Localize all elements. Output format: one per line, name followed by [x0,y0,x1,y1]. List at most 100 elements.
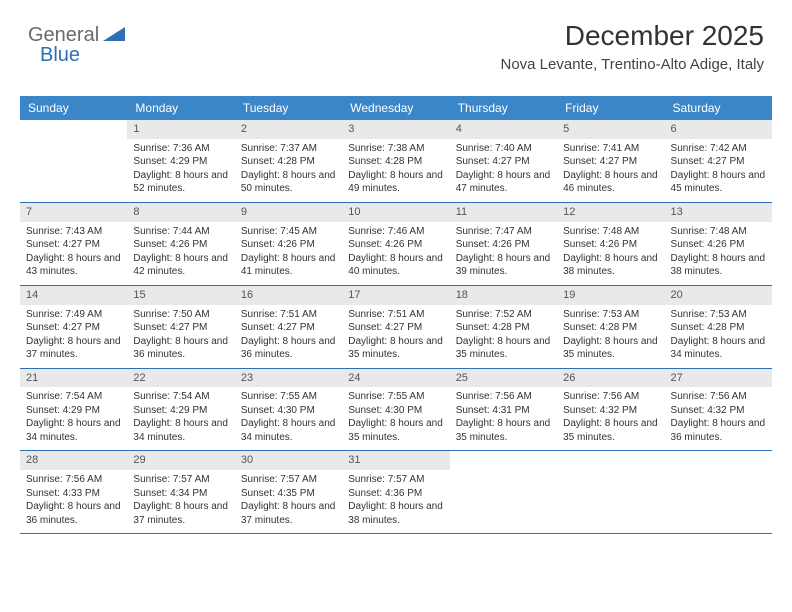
daylight-line: Daylight: 8 hours and 36 minutes. [671,417,766,444]
sunset-line: Sunset: 4:29 PM [133,404,228,418]
day-number: 7 [20,203,127,222]
dow-cell: Wednesday [342,96,449,120]
sunset-line: Sunset: 4:26 PM [348,238,443,252]
day-number: 13 [665,203,772,222]
day-cell: 4Sunrise: 7:40 AMSunset: 4:27 PMDaylight… [450,120,557,202]
sunrise-line: Sunrise: 7:49 AM [26,308,121,322]
sunrise-line: Sunrise: 7:48 AM [671,225,766,239]
week-row: 28Sunrise: 7:56 AMSunset: 4:33 PMDayligh… [20,451,772,534]
day-body: Sunrise: 7:56 AMSunset: 4:32 PMDaylight:… [665,387,772,450]
day-number: 14 [20,286,127,305]
daylight-line: Daylight: 8 hours and 50 minutes. [241,169,336,196]
day-body: Sunrise: 7:55 AMSunset: 4:30 PMDaylight:… [342,387,449,450]
day-number: 4 [450,120,557,139]
sunset-line: Sunset: 4:26 PM [241,238,336,252]
sunrise-line: Sunrise: 7:45 AM [241,225,336,239]
sunrise-line: Sunrise: 7:43 AM [26,225,121,239]
daylight-line: Daylight: 8 hours and 36 minutes. [241,335,336,362]
sunrise-line: Sunrise: 7:54 AM [26,390,121,404]
day-body: Sunrise: 7:42 AMSunset: 4:27 PMDaylight:… [665,139,772,202]
day-body: Sunrise: 7:45 AMSunset: 4:26 PMDaylight:… [235,222,342,285]
day-body: Sunrise: 7:44 AMSunset: 4:26 PMDaylight:… [127,222,234,285]
month-title: December 2025 [501,20,765,52]
day-cell: 8Sunrise: 7:44 AMSunset: 4:26 PMDaylight… [127,203,234,285]
week-row: 1Sunrise: 7:36 AMSunset: 4:29 PMDaylight… [20,120,772,203]
day-body: Sunrise: 7:51 AMSunset: 4:27 PMDaylight:… [235,305,342,368]
sunrise-line: Sunrise: 7:54 AM [133,390,228,404]
daylight-line: Daylight: 8 hours and 35 minutes. [563,335,658,362]
sunrise-line: Sunrise: 7:42 AM [671,142,766,156]
day-cell [665,451,772,533]
day-number: 10 [342,203,449,222]
sunrise-line: Sunrise: 7:55 AM [348,390,443,404]
daylight-line: Daylight: 8 hours and 35 minutes. [348,417,443,444]
day-cell: 16Sunrise: 7:51 AMSunset: 4:27 PMDayligh… [235,286,342,368]
daylight-line: Daylight: 8 hours and 38 minutes. [671,252,766,279]
day-number: 11 [450,203,557,222]
sunset-line: Sunset: 4:30 PM [348,404,443,418]
day-body: Sunrise: 7:56 AMSunset: 4:33 PMDaylight:… [20,470,127,533]
daylight-line: Daylight: 8 hours and 36 minutes. [133,335,228,362]
day-number: 9 [235,203,342,222]
daylight-line: Daylight: 8 hours and 43 minutes. [26,252,121,279]
day-cell: 2Sunrise: 7:37 AMSunset: 4:28 PMDaylight… [235,120,342,202]
daylight-line: Daylight: 8 hours and 37 minutes. [241,500,336,527]
daylight-line: Daylight: 8 hours and 52 minutes. [133,169,228,196]
sunset-line: Sunset: 4:30 PM [241,404,336,418]
day-body: Sunrise: 7:57 AMSunset: 4:34 PMDaylight:… [127,470,234,533]
logo-text-blue: Blue [40,44,80,66]
day-number: 27 [665,369,772,388]
sunset-line: Sunset: 4:32 PM [563,404,658,418]
day-number: 18 [450,286,557,305]
sunrise-line: Sunrise: 7:36 AM [133,142,228,156]
sunrise-line: Sunrise: 7:53 AM [563,308,658,322]
header: December 2025 Nova Levante, Trentino-Alt… [501,20,765,73]
day-body: Sunrise: 7:41 AMSunset: 4:27 PMDaylight:… [557,139,664,202]
day-body: Sunrise: 7:54 AMSunset: 4:29 PMDaylight:… [20,387,127,450]
day-cell: 5Sunrise: 7:41 AMSunset: 4:27 PMDaylight… [557,120,664,202]
sunrise-line: Sunrise: 7:53 AM [671,308,766,322]
sunset-line: Sunset: 4:28 PM [456,321,551,335]
sunrise-line: Sunrise: 7:56 AM [671,390,766,404]
day-body: Sunrise: 7:52 AMSunset: 4:28 PMDaylight:… [450,305,557,368]
day-number: 8 [127,203,234,222]
week-row: 21Sunrise: 7:54 AMSunset: 4:29 PMDayligh… [20,369,772,452]
day-body: Sunrise: 7:54 AMSunset: 4:29 PMDaylight:… [127,387,234,450]
sunrise-line: Sunrise: 7:56 AM [456,390,551,404]
day-cell: 11Sunrise: 7:47 AMSunset: 4:26 PMDayligh… [450,203,557,285]
sunset-line: Sunset: 4:27 PM [348,321,443,335]
dow-cell: Monday [127,96,234,120]
day-cell: 15Sunrise: 7:50 AMSunset: 4:27 PMDayligh… [127,286,234,368]
day-number: 15 [127,286,234,305]
day-body: Sunrise: 7:51 AMSunset: 4:27 PMDaylight:… [342,305,449,368]
sunset-line: Sunset: 4:28 PM [563,321,658,335]
day-number: 29 [127,451,234,470]
sunrise-line: Sunrise: 7:37 AM [241,142,336,156]
day-number: 22 [127,369,234,388]
daylight-line: Daylight: 8 hours and 34 minutes. [241,417,336,444]
sunset-line: Sunset: 4:34 PM [133,487,228,501]
day-body: Sunrise: 7:56 AMSunset: 4:31 PMDaylight:… [450,387,557,450]
day-body: Sunrise: 7:57 AMSunset: 4:36 PMDaylight:… [342,470,449,533]
day-cell: 17Sunrise: 7:51 AMSunset: 4:27 PMDayligh… [342,286,449,368]
sunset-line: Sunset: 4:27 PM [241,321,336,335]
day-cell [450,451,557,533]
week-row: 7Sunrise: 7:43 AMSunset: 4:27 PMDaylight… [20,203,772,286]
daylight-line: Daylight: 8 hours and 49 minutes. [348,169,443,196]
sunset-line: Sunset: 4:27 PM [26,321,121,335]
sunset-line: Sunset: 4:32 PM [671,404,766,418]
daylight-line: Daylight: 8 hours and 46 minutes. [563,169,658,196]
daylight-line: Daylight: 8 hours and 37 minutes. [26,335,121,362]
sunset-line: Sunset: 4:27 PM [26,238,121,252]
day-body: Sunrise: 7:48 AMSunset: 4:26 PMDaylight:… [665,222,772,285]
day-cell: 24Sunrise: 7:55 AMSunset: 4:30 PMDayligh… [342,369,449,451]
day-cell: 7 Sunrise: 7:43 AMSunset: 4:27 PMDaylight… [20,203,127,285]
day-cell: 21Sunrise: 7:54 AMSunset: 4:29 PMDayligh… [20,369,127,451]
week-row: 14Sunrise: 7:49 AMSunset: 4:27 PMDayligh… [20,286,772,369]
sunrise-line: Sunrise: 7:51 AM [348,308,443,322]
day-number: 21 [20,369,127,388]
sunset-line: Sunset: 4:35 PM [241,487,336,501]
daylight-line: Daylight: 8 hours and 35 minutes. [563,417,658,444]
day-cell [557,451,664,533]
sunset-line: Sunset: 4:26 PM [133,238,228,252]
